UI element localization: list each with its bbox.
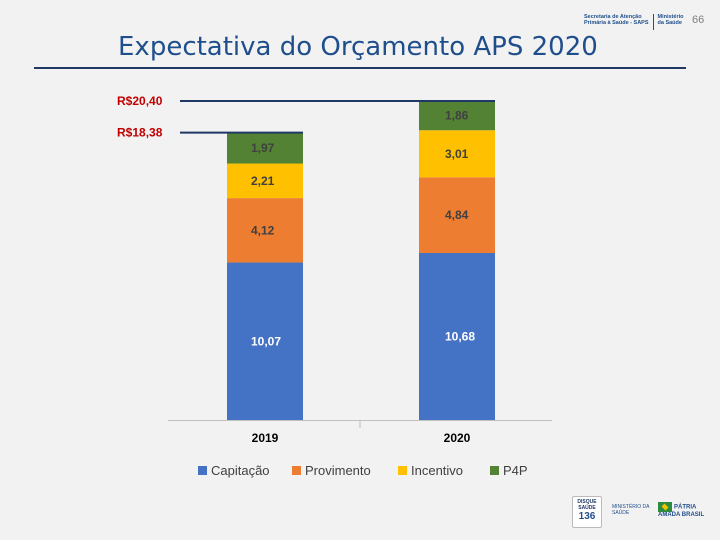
bar-2020-capitação — [419, 252, 495, 420]
total-label-2019: R$18,38 — [117, 126, 163, 140]
bar-2019-incentivo — [227, 163, 303, 199]
legend-label-provimento: Provimento — [305, 463, 371, 478]
data-label-2019-incentivo: 2,21 — [251, 174, 275, 188]
legend-label-incentivo: Incentivo — [411, 463, 463, 478]
bar-2020-provimento — [419, 177, 495, 253]
bar-2020-p4p — [419, 101, 495, 131]
header-logo-saps: Secretaria de Atenção Primária à Saúde -… — [584, 14, 649, 26]
ministerio-saude-logo: MINISTÉRIO DA SAÚDE — [612, 504, 650, 516]
bar-2019-capitação — [227, 262, 303, 420]
data-label-2020-capitação: 10,68 — [445, 329, 475, 343]
bar-2020-incentivo — [419, 130, 495, 178]
page-number: 66 — [692, 14, 705, 26]
bar-2019-p4p — [227, 132, 303, 164]
legend-swatch-p4p — [490, 466, 499, 475]
data-label-2019-p4p: 1,97 — [251, 141, 275, 155]
disque-saude-logo: DISQUE SAÚDE 136 — [572, 496, 602, 528]
patria-amada-brasil-logo: PÁTRIA AMADA BRASIL — [658, 502, 706, 522]
legend-swatch-provimento — [292, 466, 301, 475]
total-label-2020: R$20,40 — [117, 94, 163, 108]
legend-label-p4p: P4P — [503, 463, 528, 478]
title-rule — [34, 67, 686, 69]
data-label-2020-p4p: 1,86 — [445, 109, 469, 123]
data-label-2019-provimento: 4,12 — [251, 223, 275, 237]
data-label-2020-incentivo: 3,01 — [445, 147, 469, 161]
page-title: Expectativa do Orçamento APS 2020 — [118, 32, 598, 62]
legend-label-capitação: Capitação — [211, 463, 270, 478]
x-tick-label-2019: 2019 — [252, 431, 279, 445]
header-logo: Secretaria de Atenção Primária à Saúde -… — [584, 14, 684, 32]
bar-2019-provimento — [227, 198, 303, 263]
data-label-2020-provimento: 4,84 — [445, 208, 469, 222]
header-logo-ms: Ministério da Saúde — [657, 14, 684, 26]
footer-logos: DISQUE SAÚDE 136 MINISTÉRIO DA SAÚDE PÁT… — [568, 496, 708, 528]
legend-swatch-capitação — [198, 466, 207, 475]
x-tick-label-2020: 2020 — [444, 431, 471, 445]
legend-swatch-incentivo — [398, 466, 407, 475]
brazil-flag-icon — [658, 502, 672, 512]
data-label-2019-capitação: 10,07 — [251, 334, 281, 348]
header-logo-separator — [652, 14, 654, 30]
